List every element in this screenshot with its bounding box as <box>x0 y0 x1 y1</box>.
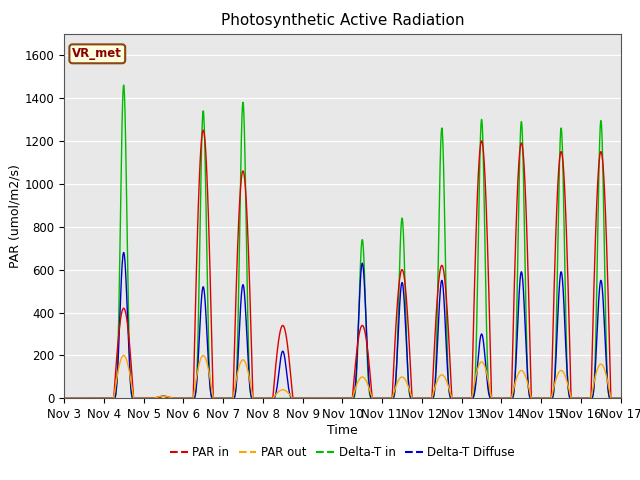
PAR out <box>614 396 621 401</box>
Delta-T in <box>124 281 132 287</box>
PAR out <box>617 396 625 401</box>
Delta-T Diffuse <box>60 396 68 401</box>
Line: Delta-T in: Delta-T in <box>64 85 621 398</box>
PAR in <box>614 396 621 401</box>
Delta-T Diffuse <box>83 396 91 401</box>
PAR out <box>83 396 91 401</box>
PAR out <box>60 396 68 401</box>
Delta-T in <box>276 396 284 401</box>
Title: Photosynthetic Active Radiation: Photosynthetic Active Radiation <box>221 13 464 28</box>
PAR in <box>473 203 481 208</box>
Delta-T in <box>614 396 621 401</box>
Delta-T Diffuse <box>276 363 284 369</box>
Line: PAR out: PAR out <box>64 356 621 398</box>
PAR out <box>120 353 127 359</box>
Legend: PAR in, PAR out, Delta-T in, Delta-T Diffuse: PAR in, PAR out, Delta-T in, Delta-T Dif… <box>165 441 520 464</box>
PAR in <box>617 396 625 401</box>
PAR out <box>276 388 284 394</box>
PAR out <box>601 367 609 373</box>
Text: VR_met: VR_met <box>72 48 122 60</box>
Delta-T in <box>83 396 91 401</box>
Delta-T Diffuse <box>124 327 132 333</box>
Delta-T Diffuse <box>617 396 625 401</box>
PAR in <box>60 396 68 401</box>
Delta-T Diffuse <box>614 396 621 401</box>
Line: Delta-T Diffuse: Delta-T Diffuse <box>64 252 621 398</box>
PAR in <box>83 396 91 401</box>
Line: PAR in: PAR in <box>64 130 621 398</box>
Delta-T in <box>473 308 481 313</box>
Delta-T in <box>617 396 625 401</box>
Delta-T in <box>60 396 68 401</box>
X-axis label: Time: Time <box>327 424 358 437</box>
PAR out <box>473 368 481 374</box>
PAR in <box>199 127 207 133</box>
Delta-T Diffuse <box>601 330 609 336</box>
Delta-T in <box>601 270 609 276</box>
Delta-T in <box>120 82 127 88</box>
PAR in <box>601 193 609 199</box>
Y-axis label: PAR (umol/m2/s): PAR (umol/m2/s) <box>9 164 22 268</box>
PAR in <box>276 331 284 336</box>
Delta-T Diffuse <box>473 369 481 374</box>
PAR out <box>124 362 132 368</box>
PAR in <box>124 324 132 330</box>
Delta-T Diffuse <box>120 250 127 255</box>
